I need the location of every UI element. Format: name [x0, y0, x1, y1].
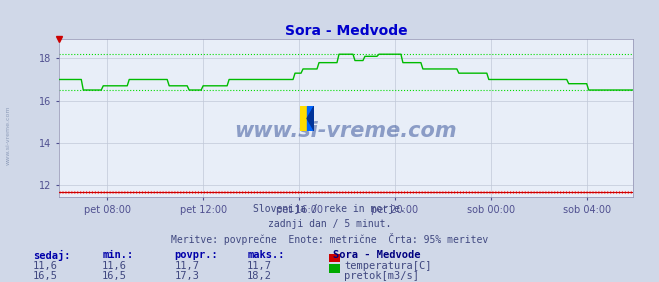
Text: Meritve: povprečne  Enote: metrične  Črta: 95% meritev: Meritve: povprečne Enote: metrične Črta:… — [171, 233, 488, 245]
Text: www.si-vreme.com: www.si-vreme.com — [235, 121, 457, 141]
Text: min.:: min.: — [102, 250, 133, 259]
Text: zadnji dan / 5 minut.: zadnji dan / 5 minut. — [268, 219, 391, 228]
Text: Sora - Medvode: Sora - Medvode — [333, 250, 420, 259]
Text: 17,3: 17,3 — [175, 271, 200, 281]
Title: Sora - Medvode: Sora - Medvode — [285, 24, 407, 38]
Text: 16,5: 16,5 — [33, 271, 58, 281]
Bar — [307, 106, 314, 131]
Text: 18,2: 18,2 — [247, 271, 272, 281]
Text: 11,7: 11,7 — [175, 261, 200, 271]
Text: pretok[m3/s]: pretok[m3/s] — [344, 271, 419, 281]
Text: 11,6: 11,6 — [102, 261, 127, 271]
Text: www.si-vreme.com: www.si-vreme.com — [5, 106, 11, 165]
Text: 11,7: 11,7 — [247, 261, 272, 271]
Text: maks.:: maks.: — [247, 250, 285, 259]
Text: sedaj:: sedaj: — [33, 250, 71, 261]
Bar — [300, 106, 307, 131]
Text: 11,6: 11,6 — [33, 261, 58, 271]
Text: Slovenija / reke in morje.: Slovenija / reke in morje. — [253, 204, 406, 214]
Text: 16,5: 16,5 — [102, 271, 127, 281]
Text: povpr.:: povpr.: — [175, 250, 218, 259]
Polygon shape — [307, 106, 314, 131]
Text: temperatura[C]: temperatura[C] — [344, 261, 432, 271]
